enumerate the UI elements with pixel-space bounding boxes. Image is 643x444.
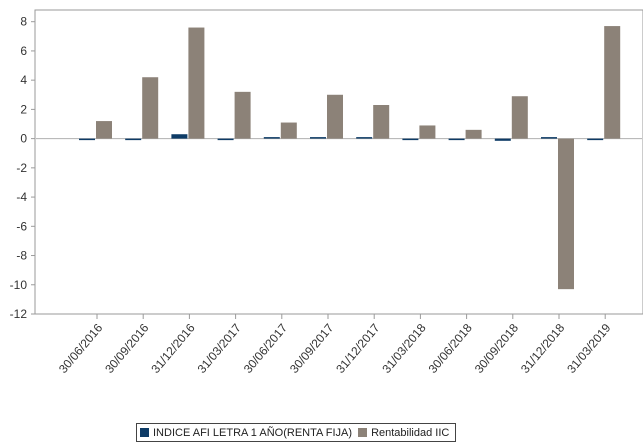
bar-index	[587, 138, 604, 141]
y-tick-label: -6	[16, 219, 27, 233]
legend-swatch-fund	[358, 428, 368, 437]
bar-fund	[604, 26, 621, 139]
bar-index	[448, 138, 465, 141]
bar-index	[402, 138, 419, 141]
y-tick-label: 2	[20, 102, 27, 116]
x-tick-label: 31/12/2016	[148, 321, 198, 376]
bar-index	[356, 137, 373, 139]
bar-index	[494, 138, 511, 141]
y-tick-label: -2	[16, 161, 27, 175]
x-tick-label: 31/03/2017	[195, 321, 245, 376]
legend-swatch-index	[140, 428, 149, 437]
y-tick-label: -8	[16, 249, 27, 263]
bar-fund	[327, 94, 343, 139]
bar-fund	[465, 129, 482, 139]
y-tick-label: 8	[20, 15, 27, 29]
bar-index	[263, 137, 280, 139]
bar-fund	[511, 96, 528, 139]
x-tick-label: 30/09/2016	[102, 321, 152, 376]
y-tick-label: -10	[10, 278, 28, 292]
bar-index	[310, 137, 326, 139]
legend-label-index: INDICE AFI LETRA 1 AÑO(RENTA FIJA)	[153, 426, 353, 439]
bar-index	[217, 138, 234, 141]
bar-index	[125, 138, 142, 141]
x-tick-label: 31/03/2019	[564, 321, 614, 376]
x-tick-label: 31/03/2018	[379, 321, 429, 376]
bar-index	[79, 138, 95, 141]
bar-fund	[558, 138, 574, 290]
y-axis: 8 6 4 2 0 -2 -4 -6 -8 -10 -12	[10, 15, 35, 321]
bar-fund	[373, 105, 390, 139]
y-tick-label: -12	[10, 307, 28, 321]
x-axis: 30/06/201630/09/201631/12/201631/03/2017…	[56, 314, 614, 376]
bar-index	[171, 134, 188, 139]
x-tick-label: 30/06/2016	[56, 321, 106, 376]
bars	[79, 26, 621, 290]
x-tick-label: 31/12/2017	[333, 321, 383, 376]
bar-fund	[188, 27, 205, 139]
x-tick-label: 31/12/2018	[518, 321, 568, 376]
x-tick-label: 30/06/2018	[426, 321, 476, 376]
bar-fund	[234, 91, 251, 139]
x-tick-label: 30/06/2017	[241, 321, 291, 376]
bar-fund	[96, 121, 112, 139]
y-tick-label: 4	[20, 73, 27, 87]
y-tick-label: 0	[20, 132, 27, 146]
x-tick-label: 30/09/2017	[287, 321, 337, 376]
legend-item-index: INDICE AFI LETRA 1 AÑO(RENTA FIJA)	[140, 427, 352, 439]
legend-label-fund: Rentabilidad IIC	[371, 426, 450, 439]
bar-index	[541, 137, 557, 139]
legend-item-fund: Rentabilidad IIC	[358, 427, 449, 439]
legend: INDICE AFI LETRA 1 AÑO(RENTA FIJA) Renta…	[136, 423, 457, 442]
bar-fund	[142, 77, 159, 139]
y-tick-label: 6	[20, 44, 27, 58]
bar-fund	[419, 125, 436, 139]
bar-fund	[280, 122, 297, 139]
y-tick-label: -4	[16, 190, 27, 204]
plot-area	[34, 9, 643, 315]
x-tick-label: 30/09/2018	[472, 321, 522, 376]
